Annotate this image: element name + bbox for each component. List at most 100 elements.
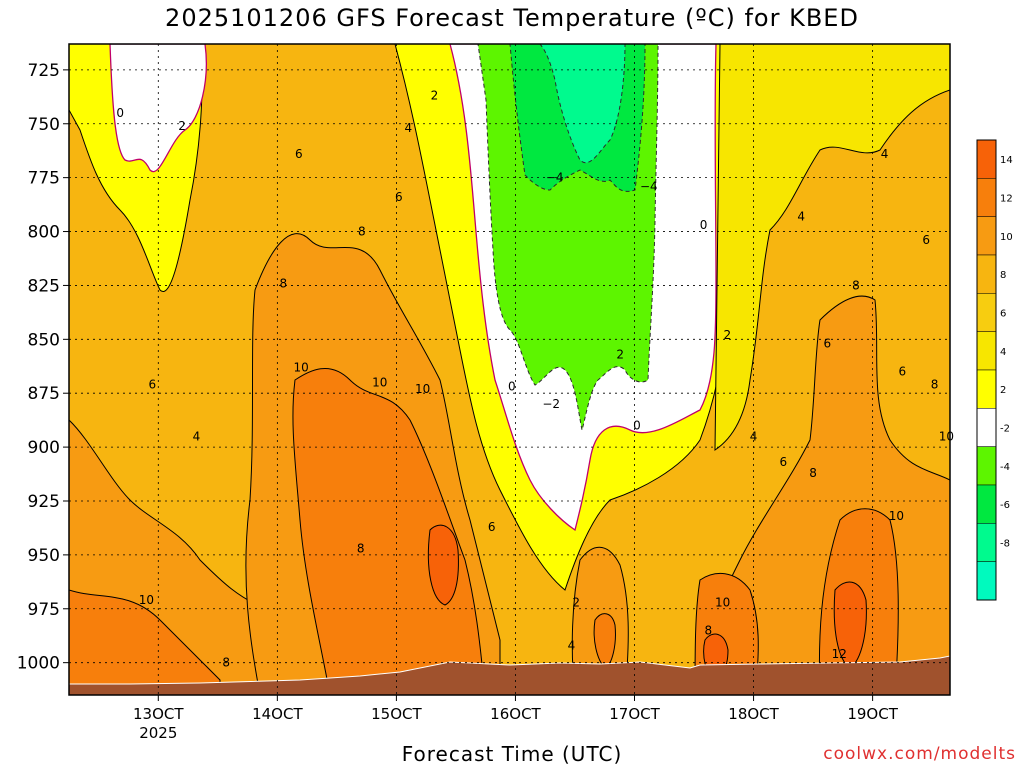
colorbar-swatch xyxy=(976,369,997,409)
y-tick-label: 825 xyxy=(28,276,60,296)
colorbar-tick-label: -8 xyxy=(1000,539,1010,550)
band-center-12 xyxy=(427,524,459,606)
band-center-10 xyxy=(292,367,486,695)
colorbar-tick-label: 6 xyxy=(1000,309,1006,320)
contour-label: 8 xyxy=(704,623,712,637)
contour-label: 0 xyxy=(700,218,708,232)
contour-label: 2 xyxy=(431,89,439,103)
contour-label: 10 xyxy=(939,429,954,443)
band-right-hot-12 xyxy=(833,581,867,669)
colorbar-swatch xyxy=(976,216,997,256)
x-tick-label: 15OCT xyxy=(371,705,422,723)
contour-label: 2 xyxy=(572,595,580,609)
contour-label: 10 xyxy=(372,375,387,389)
colorbar-swatch xyxy=(976,139,997,179)
band-left-lower-10 xyxy=(69,589,221,695)
contour-label: 10 xyxy=(415,382,430,396)
source-credit-link[interactable]: coolwx.com/modelts xyxy=(823,744,1016,764)
contour-label: 6 xyxy=(824,337,832,351)
contour-label: 6 xyxy=(899,365,907,379)
x-tick-label: 16OCT xyxy=(490,705,541,723)
colorbar-tick-label: -4 xyxy=(1000,462,1010,473)
x-tick-label: 18OCT xyxy=(728,705,779,723)
y-tick-label: 875 xyxy=(28,384,60,404)
chart-title: 2025101206 GFS Forecast Temperature (ºC)… xyxy=(165,4,859,32)
y-tick-label: 925 xyxy=(28,492,60,512)
band-mid-low-hot xyxy=(593,613,616,669)
contour-label: 4 xyxy=(568,638,576,652)
contour-label: 10 xyxy=(294,360,309,374)
y-tick-label: 850 xyxy=(28,330,60,350)
contour-label: 6 xyxy=(488,520,496,534)
y-tick-label: 950 xyxy=(28,546,60,566)
x-axis-title: Forecast Time (UTC) xyxy=(401,742,623,766)
x-tick-label: 13OCT xyxy=(133,705,184,723)
x-tick-label: 14OCT xyxy=(252,705,303,723)
contour-label: 8 xyxy=(931,378,939,392)
contour-label: 2 xyxy=(616,347,624,361)
contour-label: 10 xyxy=(889,509,904,523)
contour-label: 8 xyxy=(222,656,230,670)
grid-lines xyxy=(69,44,950,695)
plot-frame xyxy=(68,43,951,696)
colorbar-swatch xyxy=(976,331,997,371)
colorbar-tick-label: 12 xyxy=(1000,194,1013,205)
x-tick-label: 17OCT xyxy=(609,705,660,723)
colorbar-swatch xyxy=(976,408,997,447)
contour-label: 6 xyxy=(922,233,930,247)
contour-label: −4 xyxy=(640,179,658,193)
x-tick-year-label: 2025 xyxy=(139,724,177,742)
contour-label: 8 xyxy=(357,541,365,555)
band-cold-minus6 xyxy=(539,44,626,163)
colorbar-swatch xyxy=(976,484,997,524)
y-tick-label: 900 xyxy=(28,438,60,458)
contour-label: 2 xyxy=(178,119,186,133)
colorbar-tick-label: 2 xyxy=(1000,385,1006,396)
colorbar-swatch xyxy=(976,561,997,601)
terrain xyxy=(69,655,950,695)
y-tick-label: 800 xyxy=(28,223,60,243)
contour-label: 4 xyxy=(881,147,889,161)
temperature-field xyxy=(69,44,950,695)
contour-label: 10 xyxy=(715,595,730,609)
contour-label: 4 xyxy=(193,429,201,443)
colorbar-tick-label: -6 xyxy=(1000,500,1010,511)
y-tick-label: 975 xyxy=(28,600,60,620)
contour-label: 8 xyxy=(809,466,817,480)
colorbar-swatch xyxy=(976,178,997,217)
colorbar-tick-label: 14 xyxy=(1000,155,1013,166)
contour-label: 6 xyxy=(395,190,403,204)
contour-label: 8 xyxy=(279,276,287,290)
contour-label: 4 xyxy=(404,121,412,135)
contour-label: 0 xyxy=(633,419,641,433)
contour-label: 0 xyxy=(508,380,516,394)
colorbar-tick-label: -2 xyxy=(1000,424,1010,435)
contour-label: −2 xyxy=(542,397,560,411)
contour-label: 10 xyxy=(139,593,154,607)
colorbar-swatch xyxy=(976,254,997,294)
x-tick-label: 19OCT xyxy=(847,705,898,723)
contour-label: 8 xyxy=(852,278,860,292)
y-tick-label: 775 xyxy=(28,169,60,189)
colorbar: 14 12 10 8 6 4 2 -2 -4 -6 -8 xyxy=(976,139,1013,601)
contour-label: 4 xyxy=(797,209,805,223)
contour-label: 4 xyxy=(750,429,758,443)
colorbar-swatch xyxy=(976,446,997,486)
contour-label: 2 xyxy=(724,328,732,342)
colorbar-tick-label: 10 xyxy=(1000,232,1013,243)
y-tick-label: 750 xyxy=(28,115,60,135)
contour-label: 12 xyxy=(832,647,847,661)
contour-label: 6 xyxy=(149,378,157,392)
contour-label: 6 xyxy=(780,455,788,469)
contour-label: −4 xyxy=(546,171,564,185)
colorbar-swatch xyxy=(976,523,997,562)
band-left-white xyxy=(109,44,207,173)
colorbar-tick-label: 4 xyxy=(1000,347,1006,358)
contour-label: 0 xyxy=(116,106,124,120)
y-tick-label: 1000 xyxy=(17,654,60,674)
y-axis: 725 750 775 800 825 850 875 900 925 950 975 1000 xyxy=(17,61,69,674)
colorbar-frame xyxy=(976,139,997,601)
